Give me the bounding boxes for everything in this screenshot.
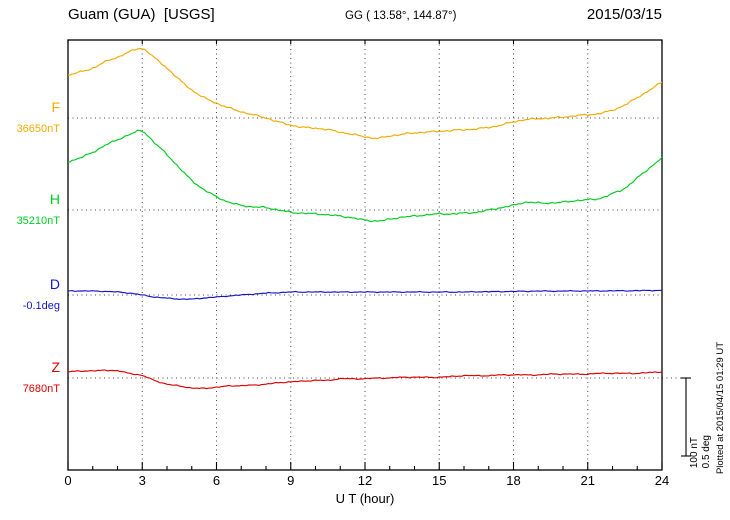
x-tick-label-15: 15 xyxy=(432,473,447,488)
plotted-at-note: Plotted at 2015/04/15 01:29 UT xyxy=(715,341,726,474)
x-tick-label-18: 18 xyxy=(506,473,521,488)
series-label-Z: Z xyxy=(51,359,60,375)
trace-H xyxy=(67,129,663,222)
x-tick-label-6: 6 xyxy=(212,473,221,488)
x-axis-label: U T (hour) xyxy=(335,491,395,506)
series-value-Z: 7680nT xyxy=(22,383,60,395)
trace-Z xyxy=(67,369,663,390)
scale-bar-label-nt: 100 nT xyxy=(689,436,700,468)
x-tick-label-21: 21 xyxy=(580,473,595,488)
series-label-D: D xyxy=(49,276,60,292)
station-title: Guam (GUA) [USGS] xyxy=(68,6,215,23)
x-tick-label-9: 9 xyxy=(287,473,295,488)
series-label-F: F xyxy=(51,99,60,115)
trace-D xyxy=(67,289,663,300)
x-tick-label-24: 24 xyxy=(654,473,670,488)
plot-date: 2015/03/15 xyxy=(586,6,662,23)
series-label-H: H xyxy=(49,191,60,207)
x-tick-label-3: 3 xyxy=(138,473,146,488)
series-value-F: 36650nT xyxy=(16,123,60,135)
series-value-D: -0.1deg xyxy=(22,300,60,312)
x-tick-label-12: 12 xyxy=(357,473,373,488)
x-tick-label-0: 0 xyxy=(64,473,72,488)
geographic-coords: GG ( 13.58°, 144.87°) xyxy=(345,10,457,22)
trace-F xyxy=(67,47,663,140)
scale-bar-label-deg: 0.5 deg xyxy=(701,434,712,468)
series-value-H: 35210nT xyxy=(16,215,60,227)
